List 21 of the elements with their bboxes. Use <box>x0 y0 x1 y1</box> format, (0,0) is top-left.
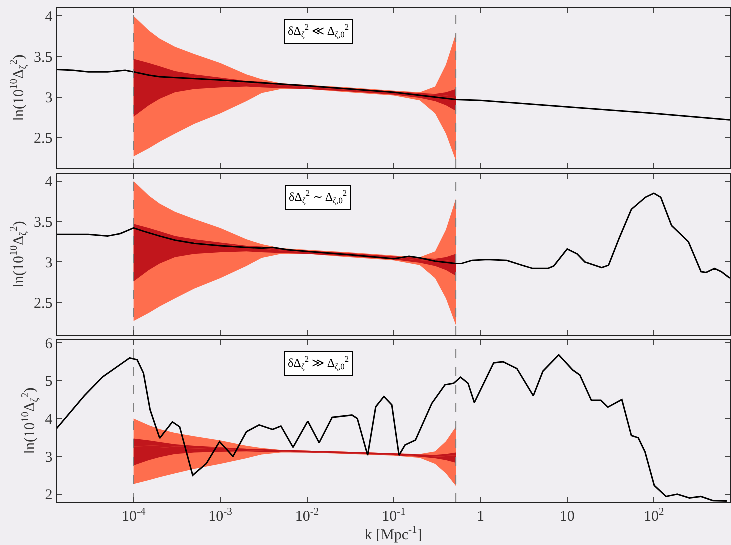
y-tick-label: 3.5 <box>34 50 53 66</box>
y-tick-label: 4 <box>45 412 54 428</box>
x-tick-label: 10$^{2}$ <box>644 506 664 526</box>
x-axis-title: k [Mpc$^{-1}$] <box>364 525 422 544</box>
y-tick-label: 2.5 <box>34 296 53 312</box>
y-tick-label: 4 <box>45 9 54 26</box>
x-tick-label: 10 <box>560 509 575 526</box>
x-tick-label: 10$^{-4}$ <box>122 506 146 526</box>
x-tick-label: 10$^{-3}$ <box>208 506 232 526</box>
y-tick-label: 6 <box>45 336 54 352</box>
x-tick-label: 10$^{-2}$ <box>295 506 320 526</box>
y-tick-label: 3.5 <box>34 214 53 231</box>
y-tick-label: 3 <box>45 450 53 466</box>
y-tick-label: 2.5 <box>34 131 53 148</box>
x-tick-label: 1 <box>476 509 484 526</box>
x-tick-label: 10$^{-1}$ <box>382 506 406 526</box>
y-tick-label: 3 <box>45 90 53 107</box>
y-tick-label: 2 <box>45 488 53 504</box>
y-tick-label: 5 <box>45 374 53 390</box>
y-tick-label: 4 <box>45 174 54 191</box>
y-tick-label: 3 <box>45 255 53 272</box>
